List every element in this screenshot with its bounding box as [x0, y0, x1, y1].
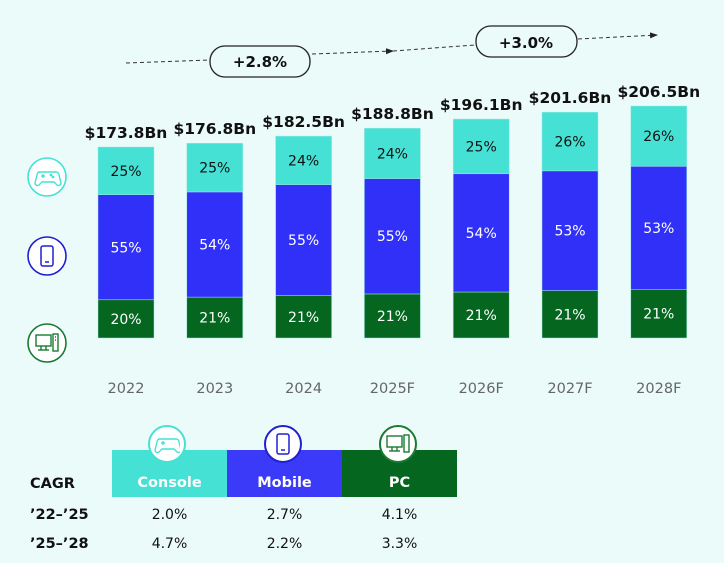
trend-line-4 — [577, 32, 658, 40]
bar-segment-mobile — [364, 178, 421, 295]
cagr-cell: 4.7% — [151, 536, 188, 552]
x-tick-label: 2026F — [459, 381, 504, 397]
bar-segment-mobile — [452, 173, 510, 293]
segment-label: 55% — [110, 240, 141, 256]
cagr-cell: 2.7% — [266, 507, 303, 523]
segment-label: 53% — [554, 224, 585, 240]
bar-segment-console — [452, 118, 510, 175]
segment-label: 21% — [643, 307, 674, 323]
gamepad-icon — [154, 438, 180, 454]
segment-label: 21% — [377, 309, 408, 325]
total-label: $176.8Bn — [173, 120, 256, 138]
cagr-row-period: ’25–’28 — [30, 536, 89, 552]
segment-label: 21% — [554, 307, 585, 323]
bar-segment-mobile — [275, 184, 332, 296]
gamepad-icon — [34, 171, 62, 187]
bar-segment-pc — [452, 291, 510, 339]
growth-annotation-1: +2.8% — [209, 45, 311, 78]
segment-label: 21% — [466, 308, 497, 324]
bar-segment-console — [364, 127, 421, 179]
bar-segment-mobile — [186, 191, 244, 298]
x-tick-label: 2023 — [196, 381, 233, 397]
bar-segment-console — [541, 111, 599, 172]
cagr-console-icon-badge — [148, 425, 186, 463]
smartphone-icon — [276, 433, 290, 455]
growth-annotation-2-label: +3.0% — [499, 34, 553, 52]
bar-segment-pc — [630, 289, 688, 339]
legend-console — [27, 157, 67, 197]
total-label: $196.1Bn — [440, 96, 523, 114]
bar-segment-mobile — [541, 170, 599, 291]
cagr-title: CAGR — [30, 476, 75, 492]
stacked-bar-chart: +2.8% +3.0% 20% 55% 25% $173.8Bn 2022 21% 54% 2… — [27, 25, 700, 397]
segment-label: 20% — [110, 312, 141, 328]
bar-segment-mobile — [97, 194, 155, 301]
desktop-pc-icon — [386, 434, 410, 453]
segment-label: 53% — [643, 221, 674, 237]
segment-label: 25% — [110, 164, 141, 180]
segment-label: 25% — [466, 139, 497, 155]
total-label: $188.8Bn — [351, 105, 434, 123]
cagr-header-mobile-label: Mobile — [257, 475, 312, 491]
cagr-cell: 3.3% — [381, 536, 418, 552]
bar-segment-pc — [275, 295, 332, 339]
smartphone-icon — [40, 245, 54, 267]
x-tick-label: 2024 — [285, 381, 322, 397]
bar-segment-console — [275, 135, 332, 185]
trend-line-3 — [392, 44, 476, 52]
total-label: $173.8Bn — [85, 124, 168, 142]
total-label: $201.6Bn — [529, 89, 612, 107]
segment-label: 24% — [288, 153, 319, 169]
legend-mobile — [27, 236, 67, 276]
trend-line-2 — [311, 48, 394, 55]
bar-segment-mobile — [630, 166, 688, 290]
bar-segment-console — [97, 146, 155, 195]
segment-label: 54% — [199, 238, 230, 254]
segment-label: 26% — [643, 129, 674, 145]
trend-line-1 — [125, 59, 211, 64]
bar-segment-pc — [541, 290, 599, 339]
cagr-header-console-label: Console — [137, 475, 202, 491]
desktop-pc-icon — [35, 333, 59, 352]
segment-label: 55% — [288, 233, 319, 249]
bar-segment-console — [630, 105, 688, 167]
x-tick-label: 2027F — [547, 381, 592, 397]
segment-label: 24% — [377, 146, 408, 162]
cagr-header-pc-label: PC — [388, 475, 411, 491]
segment-label: 26% — [554, 135, 585, 151]
cagr-mobile-icon-badge — [264, 425, 302, 463]
x-tick-label: 2025F — [370, 381, 415, 397]
segment-label: 55% — [377, 229, 408, 245]
legend-pc — [27, 323, 67, 363]
x-tick-label: 2022 — [108, 381, 145, 397]
bar-segment-console — [186, 142, 244, 193]
bar-segment-pc — [364, 293, 421, 339]
total-label: $182.5Bn — [262, 113, 345, 131]
segment-label: 54% — [466, 226, 497, 242]
cagr-row-period: ’22–’25 — [30, 507, 89, 523]
cagr-cell: 4.1% — [381, 507, 418, 523]
cagr-pc-icon-badge — [379, 425, 417, 463]
bar-segment-pc — [97, 299, 155, 339]
x-tick-label: 2028F — [636, 381, 681, 397]
segment-label: 25% — [199, 161, 230, 177]
segment-label: 21% — [199, 311, 230, 327]
growth-annotation-2: +3.0% — [475, 25, 578, 58]
cagr-cell: 2.0% — [151, 507, 188, 523]
growth-annotation-1-label: +2.8% — [233, 53, 287, 71]
cagr-cell: 2.2% — [266, 536, 303, 552]
total-label: $206.5Bn — [617, 83, 700, 101]
segment-label: 21% — [288, 310, 319, 326]
